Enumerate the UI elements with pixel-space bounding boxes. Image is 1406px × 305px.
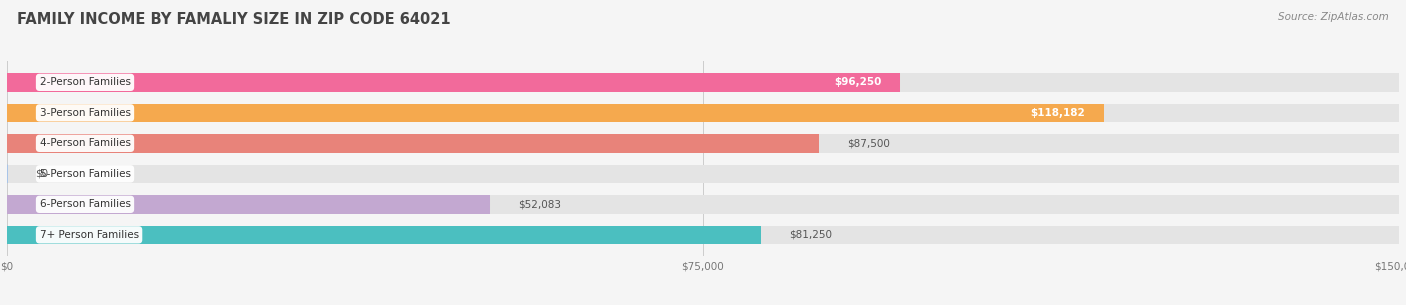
Text: 2-Person Families: 2-Person Families [39,77,131,87]
Text: $52,083: $52,083 [519,199,561,209]
Text: $0: $0 [35,169,48,179]
FancyBboxPatch shape [7,195,1399,214]
Text: 3-Person Families: 3-Person Families [39,108,131,118]
Text: FAMILY INCOME BY FAMALIY SIZE IN ZIP CODE 64021: FAMILY INCOME BY FAMALIY SIZE IN ZIP COD… [17,12,450,27]
Text: $118,182: $118,182 [1031,108,1085,118]
FancyBboxPatch shape [7,226,761,244]
FancyBboxPatch shape [7,104,1104,122]
Text: 6-Person Families: 6-Person Families [39,199,131,209]
Text: $87,500: $87,500 [846,138,890,148]
FancyBboxPatch shape [7,195,491,214]
FancyBboxPatch shape [7,134,1399,152]
Text: $81,250: $81,250 [789,230,832,240]
Text: 5-Person Families: 5-Person Families [39,169,131,179]
FancyBboxPatch shape [7,73,1399,92]
FancyBboxPatch shape [7,134,818,152]
Text: 4-Person Families: 4-Person Families [39,138,131,148]
FancyBboxPatch shape [7,104,1399,122]
FancyBboxPatch shape [7,226,1399,244]
FancyBboxPatch shape [7,73,900,92]
Text: Source: ZipAtlas.com: Source: ZipAtlas.com [1278,12,1389,22]
Text: 7+ Person Families: 7+ Person Families [39,230,139,240]
Text: $96,250: $96,250 [834,77,882,87]
FancyBboxPatch shape [7,165,1399,183]
